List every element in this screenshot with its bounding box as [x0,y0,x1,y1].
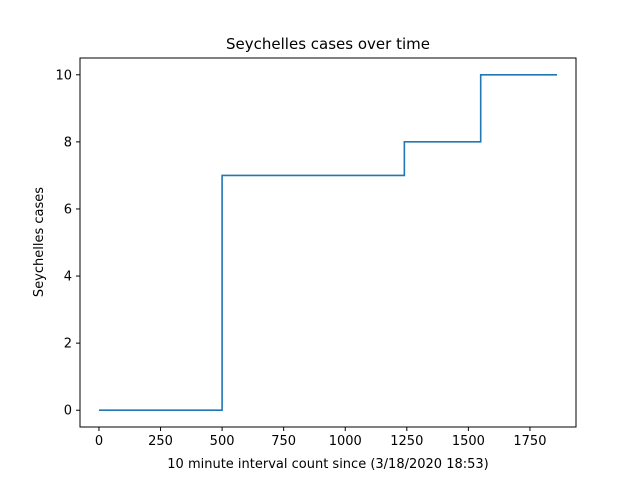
y-tick-label: 10 [55,68,72,83]
x-tick-label: 0 [95,434,103,449]
chart-title: Seychelles cases over time [226,35,430,53]
x-axis: 0 250 500 750 1000 1250 1500 1750 [95,427,546,449]
y-tick-label: 0 [64,404,72,419]
x-tick-label: 1250 [390,434,423,449]
y-tick-label: 8 [64,135,72,150]
x-tick-label: 250 [148,434,173,449]
y-axis-label: Seychelles cases [32,187,47,297]
y-axis: 0 2 4 6 8 10 [55,68,80,419]
x-tick-label: 1750 [513,434,546,449]
x-tick-label: 1500 [452,434,485,449]
series-line-0 [98,73,558,412]
y-tick-label: 2 [64,337,72,352]
x-axis-label: 10 minute interval count since (3/18/202… [167,457,488,472]
x-tick-label: 1000 [329,434,362,449]
axes-frame [79,57,577,428]
y-tick-label: 6 [64,202,72,217]
x-tick-label: 750 [271,434,296,449]
plot-area [98,73,558,412]
y-tick-label: 4 [64,270,72,285]
x-tick-label: 500 [210,434,235,449]
